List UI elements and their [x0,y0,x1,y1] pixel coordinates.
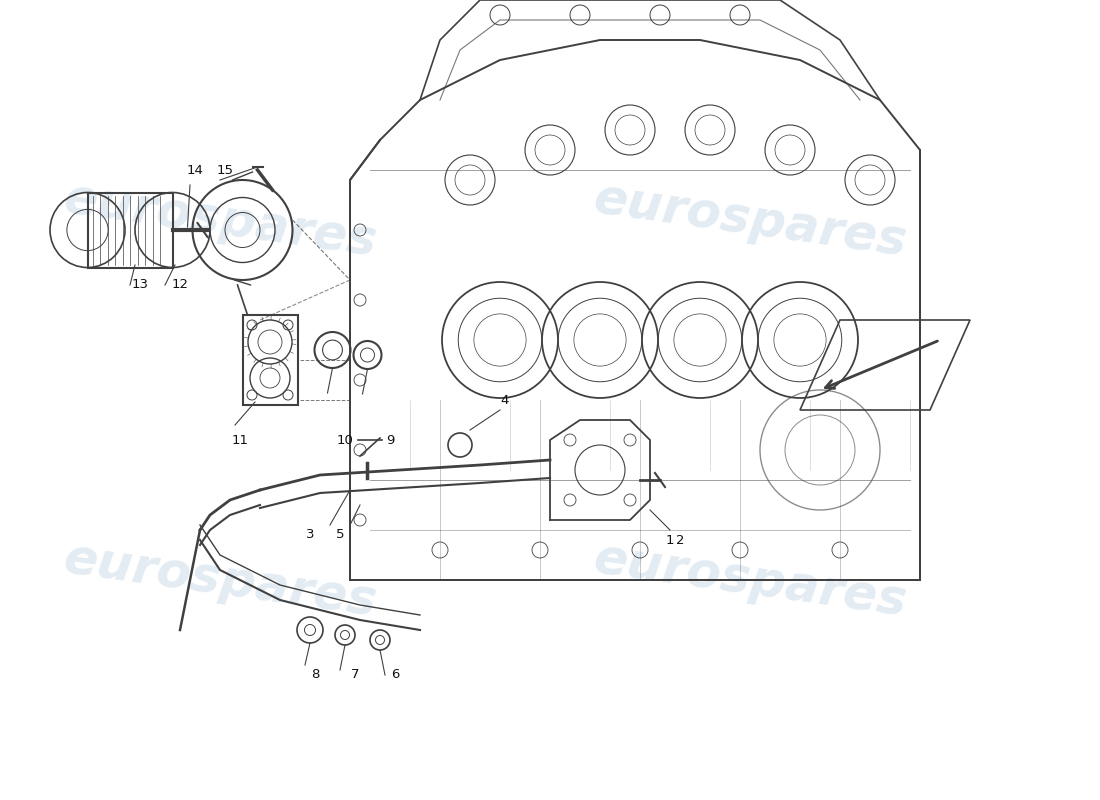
Text: 4: 4 [500,394,509,406]
Text: 15: 15 [217,163,233,177]
Text: 2: 2 [675,534,684,546]
Text: eurospares: eurospares [591,534,910,626]
Text: 14: 14 [187,163,204,177]
Text: 5: 5 [336,529,344,542]
Bar [88,193,173,267]
Text: 13: 13 [132,278,148,291]
Text: 12: 12 [172,278,188,291]
Text: 1: 1 [666,534,674,546]
Bar [242,315,297,405]
Text: 8: 8 [311,669,319,682]
Text: 3: 3 [306,529,315,542]
Text: eurospares: eurospares [60,174,380,266]
Text: 11: 11 [231,434,249,446]
Text: 6: 6 [390,669,399,682]
Text: 9: 9 [386,434,394,446]
Text: eurospares: eurospares [60,534,380,626]
Text: 7: 7 [351,669,360,682]
Text: 10: 10 [337,434,353,446]
Text: eurospares: eurospares [591,174,910,266]
